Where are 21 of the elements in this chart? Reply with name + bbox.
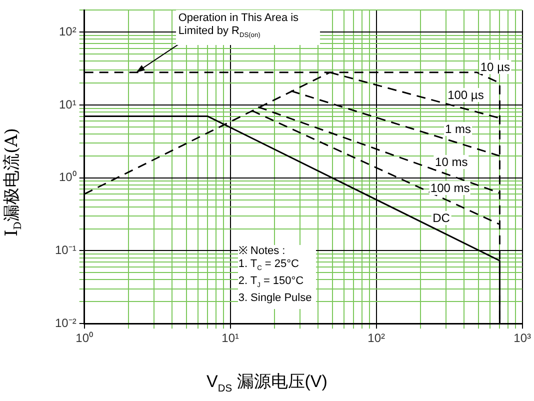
y-tick-label: 10⁻² (55, 316, 76, 330)
series-label: 10 ms (434, 154, 469, 169)
series-label: 10 µs (479, 60, 511, 74)
x-tick-label: 10⁰ (76, 331, 94, 346)
y-tick-label: 10² (59, 24, 76, 38)
y-tick-label: 10⁰ (58, 170, 76, 184)
y-tick-label: 10⁻¹ (55, 243, 76, 258)
x-tick-label: 10³ (514, 331, 532, 346)
series-label: DC (432, 210, 451, 225)
x-tick-label: 10² (368, 331, 386, 346)
x-axis-title: V$_{DS}$ 漏源电压(V) (206, 371, 328, 394)
annotation: Operation in This Area is Limited by R$_{DS(on)}$ (176, 10, 320, 45)
annotation: 2. T$_{J}$ = 150°C (238, 274, 305, 292)
series-label: 1 ms (444, 122, 472, 136)
x-tick-label: 10¹ (222, 331, 240, 346)
annotation: ※ Notes : (238, 244, 286, 258)
annotation: 3. Single Pulse (238, 292, 312, 306)
y-tick-label: 10¹ (59, 97, 76, 112)
series-label: 100 ms (429, 180, 471, 195)
series-label: 100 µs (446, 88, 485, 102)
annotation: 1. T$_{C}$ = 25°C (238, 258, 300, 274)
